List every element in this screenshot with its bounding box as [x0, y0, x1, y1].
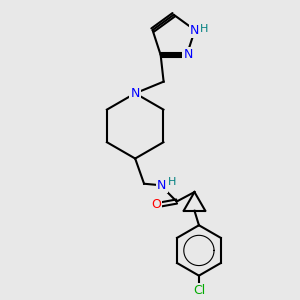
Text: N: N	[190, 24, 200, 37]
Text: N: N	[130, 87, 140, 100]
Text: O: O	[151, 198, 161, 211]
Text: N: N	[157, 179, 167, 192]
Text: H: H	[200, 24, 208, 34]
Text: Cl: Cl	[193, 284, 205, 297]
Text: H: H	[167, 177, 176, 187]
Text: N: N	[184, 49, 193, 62]
